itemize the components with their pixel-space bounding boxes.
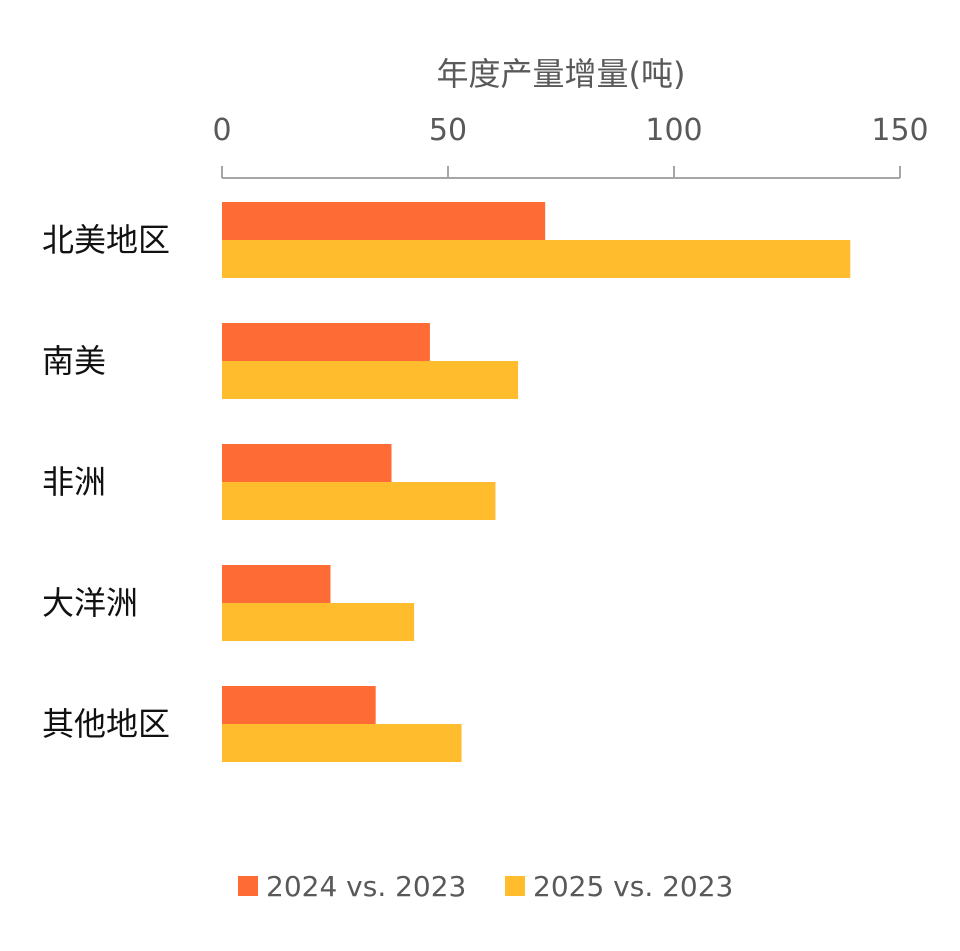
bar-series-2025-3	[222, 603, 415, 641]
x-tick-label: 50	[429, 113, 467, 148]
bar-series-2025-0	[222, 240, 851, 278]
bar-series-2025-2	[222, 482, 496, 520]
bar-series-2024-2	[222, 444, 392, 482]
bar-series-2024-3	[222, 565, 331, 603]
category-label: 北美地区	[42, 221, 170, 259]
x-tick-label: 0	[212, 113, 231, 148]
legend-label: 2025 vs. 2023	[533, 870, 733, 903]
category-label: 南美	[42, 342, 106, 380]
legend-label: 2024 vs. 2023	[266, 870, 466, 903]
bar-series-2024-1	[222, 323, 430, 361]
bar-series-2025-4	[222, 724, 462, 762]
category-label: 其他地区	[42, 705, 170, 743]
bar-series-2024-0	[222, 202, 546, 240]
x-axis-title: 年度产量增量(吨)	[437, 55, 686, 93]
x-tick-label: 150	[871, 113, 928, 148]
x-axis: 0 50 100 150	[212, 113, 929, 179]
category-label: 大洋洲	[42, 584, 138, 622]
bar-series-2024-4	[222, 686, 376, 724]
bar-series-2025-1	[222, 361, 519, 399]
legend: 2024 vs. 2023 2025 vs. 2023	[238, 870, 733, 903]
legend-swatch	[238, 876, 258, 896]
category-label: 非洲	[42, 463, 106, 501]
legend-swatch	[505, 876, 525, 896]
x-tick-label: 100	[645, 113, 702, 148]
bars	[222, 202, 851, 762]
